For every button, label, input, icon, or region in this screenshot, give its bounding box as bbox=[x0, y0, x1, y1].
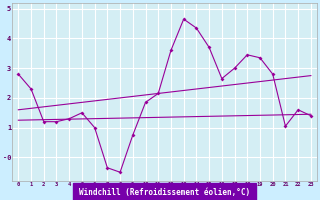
X-axis label: Windchill (Refroidissement éolien,°C): Windchill (Refroidissement éolien,°C) bbox=[79, 188, 250, 197]
